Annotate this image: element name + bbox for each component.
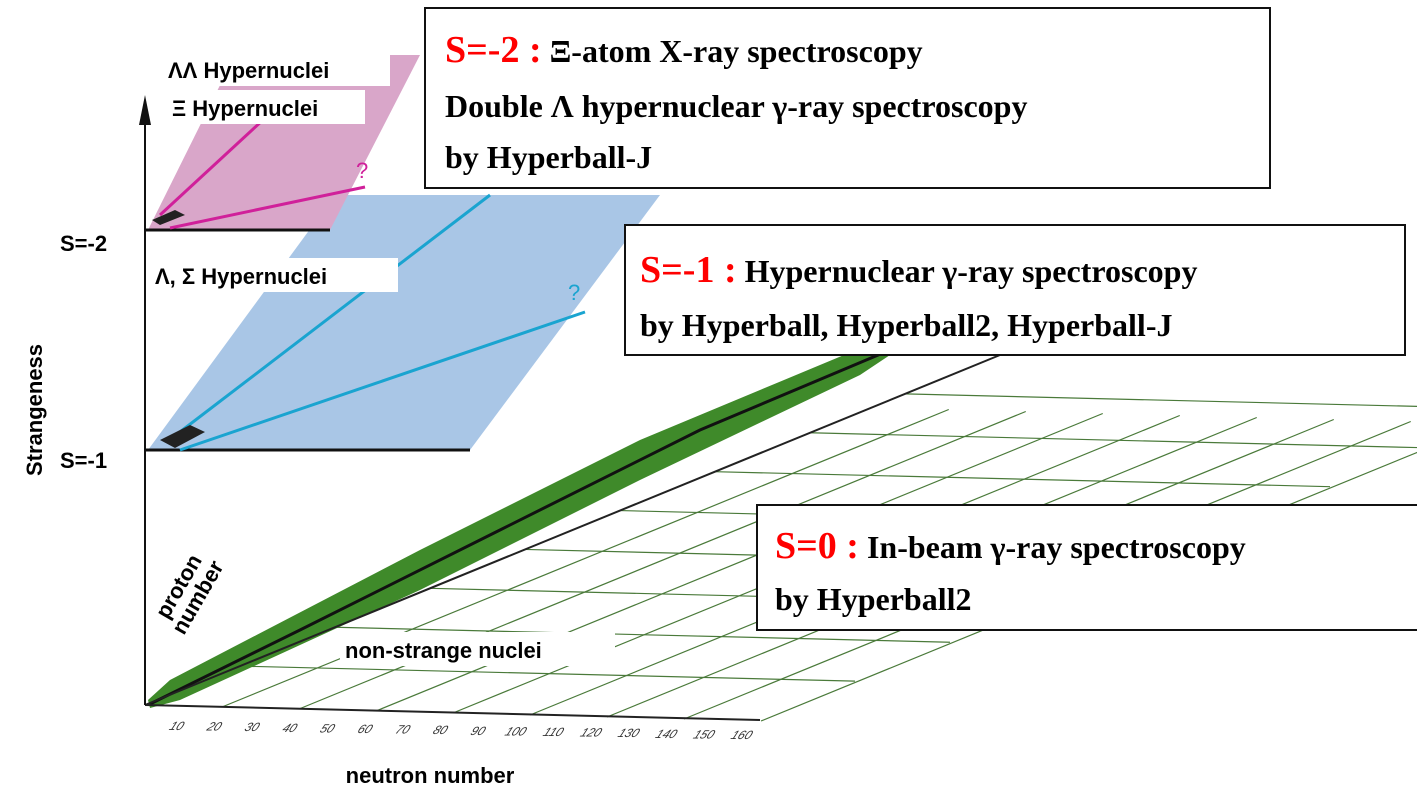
neutron-tick: 50	[318, 722, 338, 735]
neutron-tick: 70	[393, 723, 413, 736]
grid-line	[240, 666, 855, 681]
box-line: Double Λ hypernuclear γ-ray spectroscopy	[445, 88, 1027, 124]
neutron-tick: 90	[468, 724, 488, 737]
strangeness-label: Strangeness	[22, 344, 47, 476]
grid-line	[905, 394, 1417, 409]
box-line: by Hyperball, Hyperball2, Hyperball-J	[640, 307, 1172, 343]
box-line: by Hyperball2	[775, 581, 971, 617]
axis-arrow	[139, 95, 151, 125]
box-line: by Hyperball-J	[445, 139, 652, 175]
neutron-tick: 130	[616, 727, 642, 740]
diagram: ΛΛ Hypernuclei Ξ Hypernuclei ? Λ, Σ Hype…	[0, 0, 1417, 790]
neutron-tick: 120	[578, 726, 604, 739]
neutron-tick: 30	[242, 721, 262, 734]
plane-label: ΛΛ Hypernuclei	[168, 58, 329, 83]
unknown-mark: ?	[568, 280, 580, 305]
neutron-tick: 140	[653, 727, 679, 740]
plane-label: Λ, Σ Hypernuclei	[155, 264, 327, 289]
neutron-label: neutron number	[346, 763, 515, 788]
plane-label: non-strange nuclei	[345, 638, 542, 663]
grid-line	[810, 433, 1417, 448]
box-line: S=-2 : Ξ-atom X-ray spectroscopy	[445, 29, 923, 71]
neutron-tick: 160	[729, 729, 755, 742]
neutron-tick: 80	[431, 724, 451, 737]
neutron-ticks: 10 20 30 40 50 60 70 80 90 100 110 120 130 140 150 160	[167, 720, 755, 742]
neutron-tick: 40	[280, 721, 300, 734]
neutron-tick: 60	[355, 723, 375, 736]
grid-line	[715, 472, 1330, 487]
s1-plane	[148, 195, 660, 450]
box-line: S=0 : In-beam γ-ray spectroscopy	[775, 525, 1246, 567]
level-label: S=-2	[60, 231, 107, 256]
box-line: S=-1 : Hypernuclear γ-ray spectroscopy	[640, 249, 1197, 291]
unknown-mark: ?	[356, 158, 368, 183]
neutron-tick: 20	[204, 720, 224, 733]
neutron-tick: 110	[541, 726, 566, 739]
neutron-tick: 100	[503, 725, 529, 738]
plane-label: Ξ Hypernuclei	[172, 96, 318, 121]
neutron-tick: 10	[167, 720, 187, 733]
neutron-axis	[145, 705, 760, 720]
neutron-tick: 150	[691, 728, 717, 741]
level-label: S=-1	[60, 448, 107, 473]
